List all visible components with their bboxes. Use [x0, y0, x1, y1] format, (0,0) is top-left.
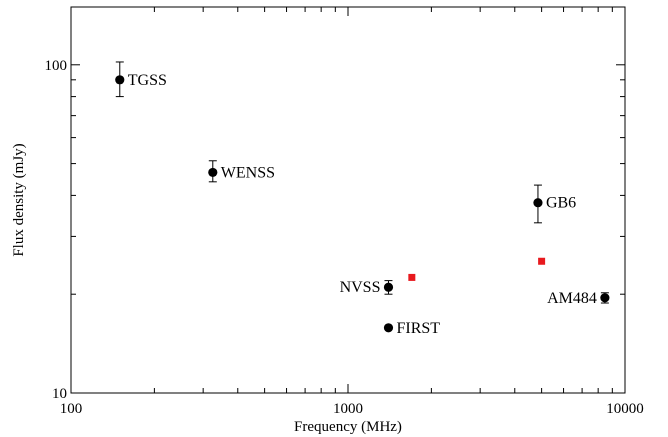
data-marks — [115, 61, 610, 333]
point-label: AM484 — [547, 290, 597, 307]
x-tick-label: 10000 — [606, 401, 644, 417]
data-point — [115, 75, 125, 85]
data-point — [383, 323, 394, 333]
point-label: WENSS — [221, 164, 275, 181]
data-point-square — [408, 273, 416, 281]
x-tick-label: 1000 — [333, 401, 363, 417]
y-tick-label: 100 — [45, 58, 68, 74]
plot-frame — [70, 6, 626, 394]
point-label: NVSS — [340, 279, 381, 296]
data-point-square — [538, 257, 546, 265]
axis-ticks — [70, 7, 626, 394]
point-label: FIRST — [396, 320, 440, 337]
point-label: TGSS — [128, 72, 167, 89]
data-point — [383, 282, 394, 292]
point-label: GB6 — [546, 195, 576, 212]
data-point — [208, 167, 218, 178]
point-labels: TGSS WENSS GB6 NVSS FIRST AM484 — [128, 72, 597, 337]
x-tick-label: 100 — [60, 401, 83, 417]
data-point — [533, 198, 543, 208]
y-axis-label: Flux density (mJy) — [11, 143, 27, 256]
y-tick-label: 10 — [52, 386, 67, 402]
data-point — [600, 293, 610, 303]
x-axis-label: Frequency (MHz) — [294, 419, 402, 435]
